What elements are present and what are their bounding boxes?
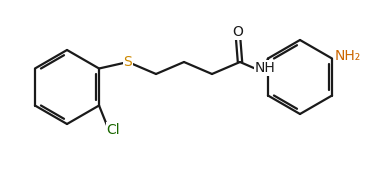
Text: S: S bbox=[123, 55, 132, 69]
Text: Cl: Cl bbox=[106, 122, 120, 137]
Text: NH₂: NH₂ bbox=[335, 50, 361, 64]
Text: NH: NH bbox=[255, 61, 275, 75]
Text: O: O bbox=[232, 25, 244, 39]
